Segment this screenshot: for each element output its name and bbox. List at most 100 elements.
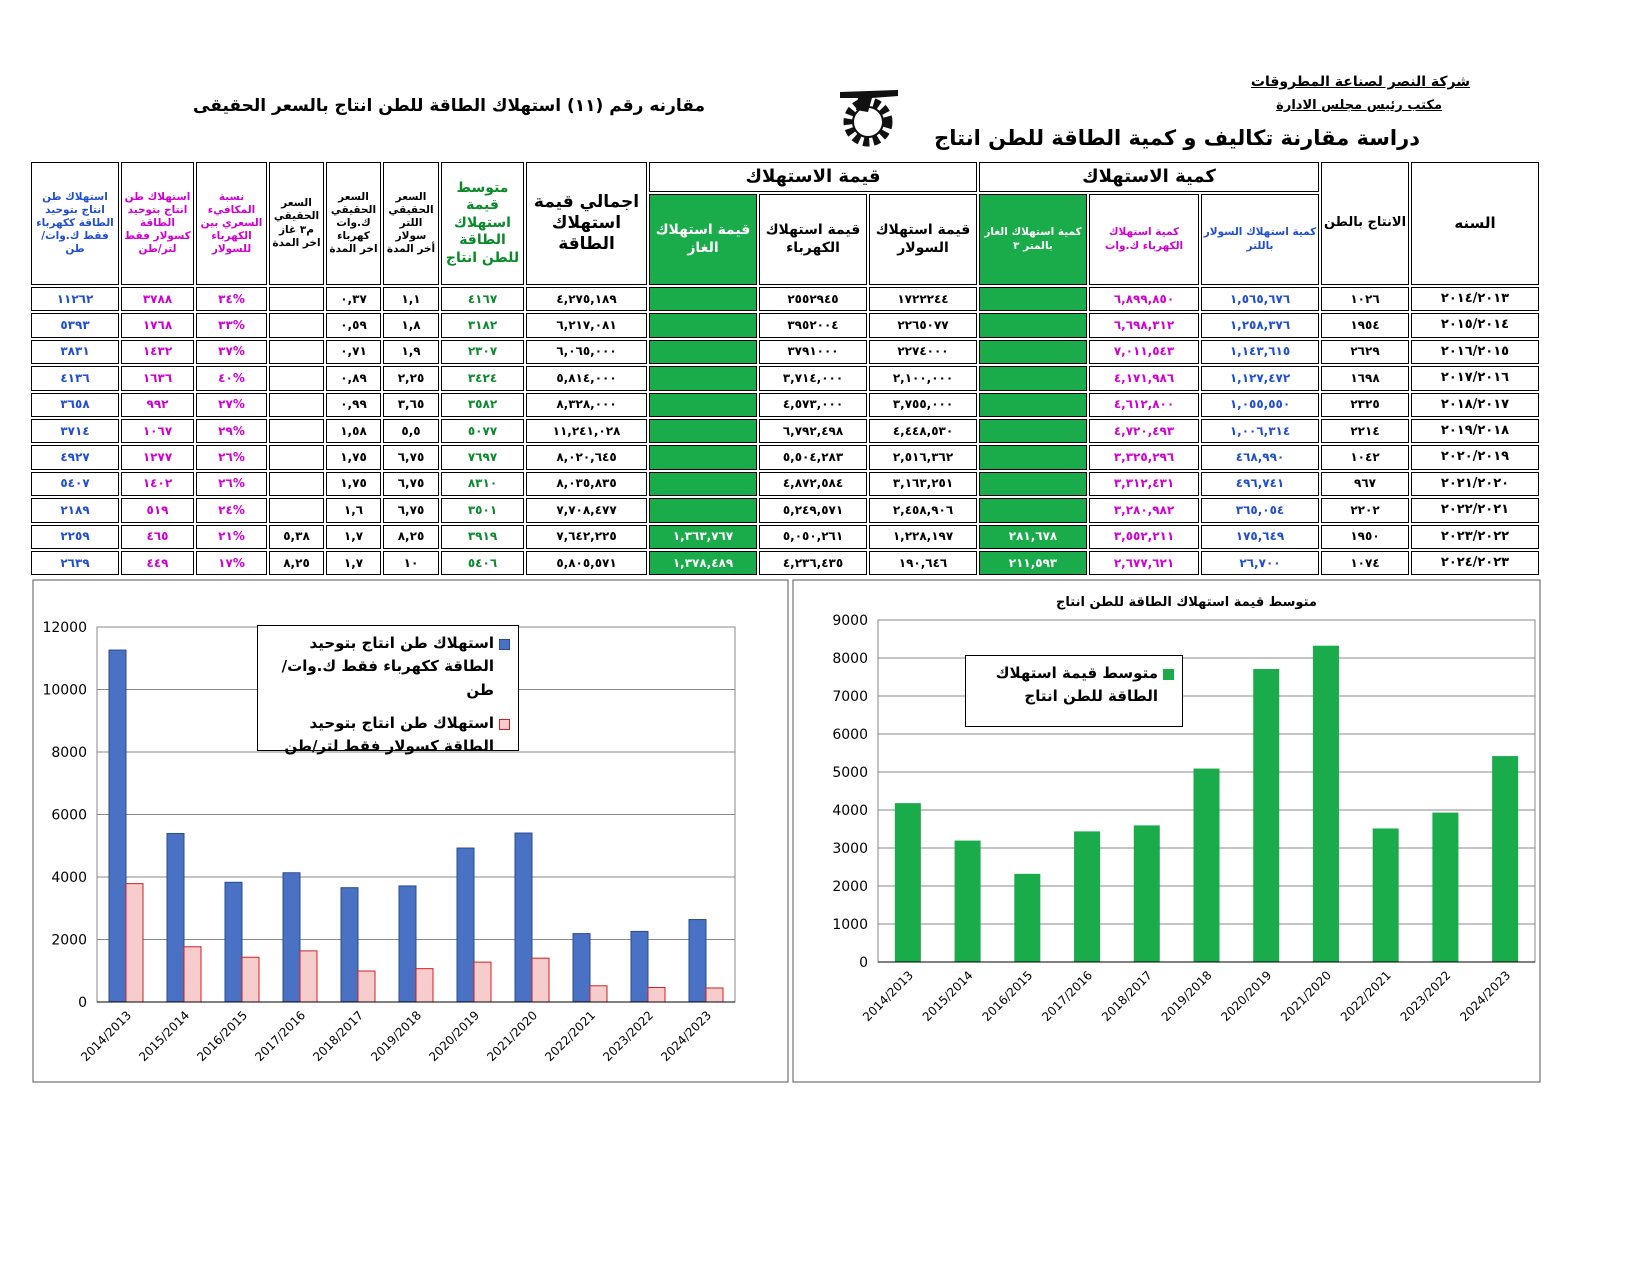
bar [1133, 825, 1160, 963]
table-cell: ٢٠١٤/٢٠١٣ [1411, 287, 1539, 312]
table-cell: ١,٥٨ [326, 419, 381, 444]
table-cell: ٢١٨٩ [31, 498, 119, 523]
bar [1312, 645, 1339, 963]
table-cell: %٢٧ [196, 392, 267, 417]
table-cell: ٧,٧٠٨,٤٧٧ [526, 498, 647, 523]
table-cell: ٢٠٢٤/٢٠٢٣ [1411, 551, 1539, 576]
bar [108, 649, 127, 1003]
table-cell: ٤٩٢٧ [31, 445, 119, 470]
table-cell: ٢٦٣٩ [31, 551, 119, 576]
bar [1492, 756, 1519, 963]
y-tick-label: 6000 [51, 808, 87, 824]
table-cell: ٦,٧٥ [383, 471, 439, 497]
bar [1253, 669, 1280, 963]
table-cell: ١٠٢٦ [1321, 287, 1409, 312]
table-cell: ٦,٨٩٩,٨٥٠ [1089, 287, 1199, 312]
table-cell: ١,٠٥٥,٥٥٠ [1201, 392, 1319, 417]
table-cell: %١٧ [196, 551, 267, 576]
bar [589, 985, 608, 1003]
table-cell: ٥٠٧٧ [441, 419, 524, 444]
table-cell: ٢٦,٧٠٠ [1201, 551, 1319, 576]
table-cell: ٦,٦٩٨,٣١٢ [1089, 313, 1199, 338]
bar [183, 946, 202, 1003]
table-cell: ٨٣١٠ [441, 471, 524, 497]
table-cell: ٣٤٢٤ [441, 366, 524, 391]
table-cell [979, 498, 1087, 523]
table-cell: %٣٣ [196, 313, 267, 338]
bar [1074, 831, 1101, 963]
table-cell: ١٩٥٠ [1321, 524, 1409, 549]
table-cell: ١٠٧٤ [1321, 551, 1409, 576]
y-tick-label: 1000 [832, 917, 868, 933]
table-cell: ٢٦٢٩ [1321, 339, 1409, 365]
table-cell: ٨,٢٥ [383, 524, 439, 549]
table-cell: ٣,٧٥٥,٠٠٠ [869, 392, 977, 417]
legend: متوسط قيمة استهلاك الطاقة للطن انتاج [965, 655, 1183, 727]
table-cell: ٣,١٦٣,٢٥١ [869, 471, 977, 497]
table-cell: ٥,٥ [383, 419, 439, 444]
comparison-title: مقارنه رقم (١١) استهلاك الطاقة للطن انتا… [193, 96, 705, 116]
column-header: السنه [1411, 162, 1539, 285]
table-cell: ٤,٢٣٦,٤٣٥ [759, 551, 867, 576]
table-cell: ١٠ [383, 551, 439, 576]
table-cell [649, 339, 757, 365]
bar [340, 887, 359, 1003]
table-cell: ٣٧١٤ [31, 419, 119, 444]
bar [1372, 828, 1399, 963]
table-cell [979, 419, 1087, 444]
table-cell: ٢٠١٥/٢٠١٤ [1411, 313, 1539, 338]
table-cell [649, 366, 757, 391]
bar [473, 961, 492, 1003]
table-cell: ٤,٦١٢,٨٠٠ [1089, 392, 1199, 417]
column-header: متوسط قيمة استهلاك الطاقة للطن انتاج [441, 162, 524, 285]
table-cell: ٢,١٠٠,٠٠٠ [869, 366, 977, 391]
table-cell: ٤,٥٧٣,٠٠٠ [759, 392, 867, 417]
table-cell: ١,٣٦٣,٧٦٧ [649, 524, 757, 549]
legend-label: متوسط قيمة استهلاك الطاقة للطن انتاج [995, 664, 1158, 706]
table-cell: ٥,٢٤٩,٥٧١ [759, 498, 867, 523]
table-cell: ٤,٢٧٥,١٨٩ [526, 287, 647, 312]
column-header: كمية استهلاك الكهرباء ك.وات [1089, 194, 1199, 285]
table-cell: ١٩٠,٦٤٦ [869, 551, 977, 576]
table-cell: ٦,٧٥ [383, 498, 439, 523]
table-cell [649, 498, 757, 523]
table-cell [269, 366, 324, 391]
group-header: قيمة الاستهلاك [649, 162, 977, 192]
chart-title: متوسط قيمة استهلاك الطاقة للطن انتاج [1056, 595, 1317, 610]
table-cell [269, 419, 324, 444]
bar [456, 847, 475, 1003]
table-cell: ١,٢٢٨,١٩٧ [869, 524, 977, 549]
table-cell: ٢٠١٩/٢٠١٨ [1411, 419, 1539, 444]
table-cell [649, 445, 757, 470]
table-cell [979, 445, 1087, 470]
table-cell: ٣٩١٩ [441, 524, 524, 549]
table-cell: ٥٤٠٧ [31, 471, 119, 497]
legend-swatch [1163, 669, 1174, 680]
table-cell: ٤٤٩ [121, 551, 194, 576]
column-header: السعر الحقيقي اللتر سولار أخر المدة [383, 162, 439, 285]
y-tick-label: 2000 [832, 879, 868, 895]
y-tick-label: 4000 [51, 870, 87, 886]
table-cell: %٢٤ [196, 498, 267, 523]
column-header: كمية استهلاك السولار باللتر [1201, 194, 1319, 285]
table-cell [269, 498, 324, 523]
table-cell: ٢٢١٤ [1321, 419, 1409, 444]
table-cell: ١٠٤٢ [1321, 445, 1409, 470]
table-cell: ٧,٦٤٢,٢٢٥ [526, 524, 647, 549]
bar [1193, 768, 1220, 963]
table-cell: ٢١١,٥٩٣ [979, 551, 1087, 576]
column-header: نسبة المكافيء السعري بين الكهرباء للسولا… [196, 162, 267, 285]
table-cell [269, 471, 324, 497]
table-cell: ٣١٨٢ [441, 313, 524, 338]
table-cell [979, 313, 1087, 338]
table-cell: ١,٧٥ [326, 445, 381, 470]
column-header: السعر الحقيقي ك.وات كهرباء اخر المدة [326, 162, 381, 285]
table-cell: ٢٠١٧/٢٠١٦ [1411, 366, 1539, 391]
y-tick-label: 0 [859, 955, 868, 971]
table-cell: ١,١٤٣,٦١٥ [1201, 339, 1319, 365]
y-tick-label: 4000 [832, 803, 868, 819]
legend-item: متوسط قيمة استهلاك الطاقة للطن انتاج [974, 662, 1174, 709]
column-header: قيمة استهلاك الغاز [649, 194, 757, 285]
table-cell: ٠,٥٩ [326, 313, 381, 338]
bar [241, 956, 260, 1003]
